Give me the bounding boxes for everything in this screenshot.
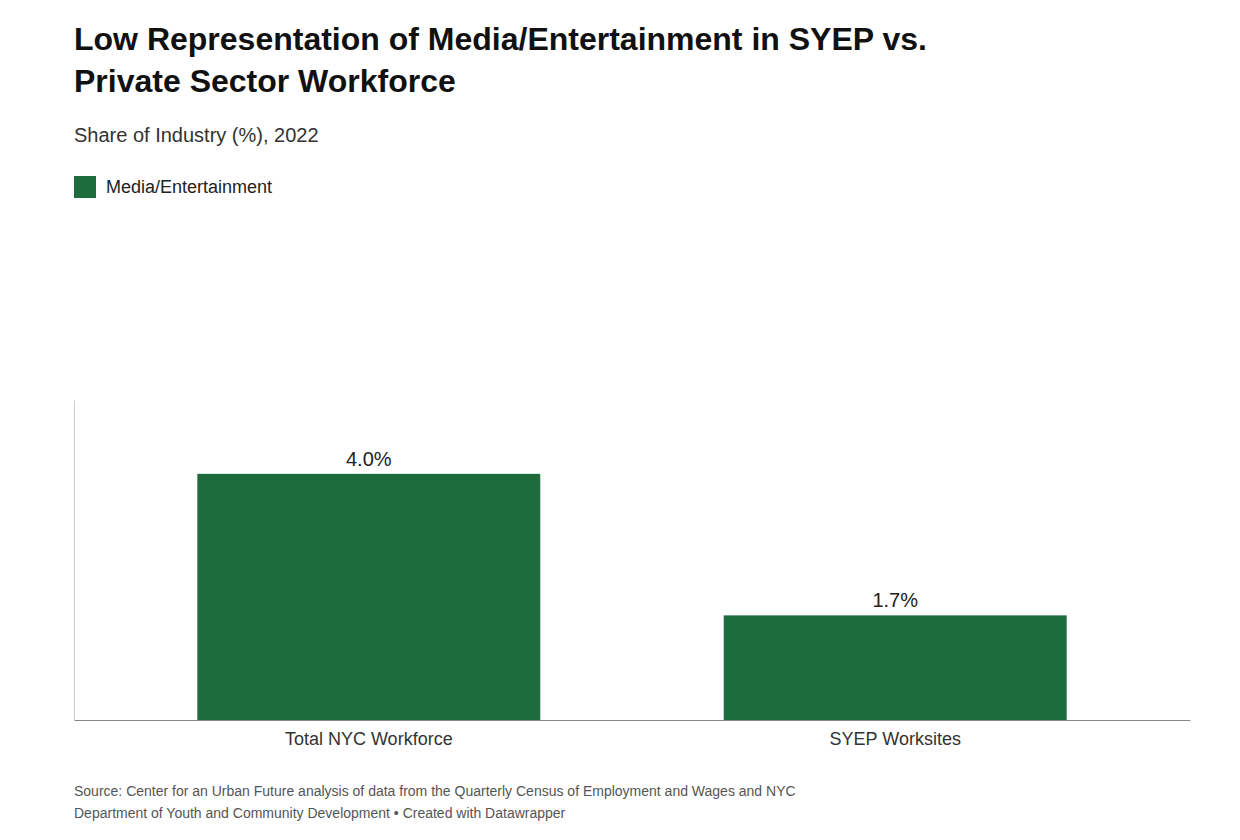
subtitle: Share of Industry (%), 2022 — [74, 124, 319, 146]
legend-label: Media/Entertainment — [106, 177, 272, 197]
x-tick-label: Total NYC Workforce — [285, 729, 453, 749]
x-tick: SYEP Worksites — [830, 720, 961, 749]
legend: Media/Entertainment — [74, 176, 272, 198]
x-tick-label: SYEP Worksites — [830, 729, 961, 749]
chart: Low Representation of Media/Entertainmen… — [0, 0, 1240, 840]
bars — [197, 474, 1066, 720]
data-label: 4.0% — [346, 448, 392, 470]
x-tick: Total NYC Workforce — [285, 720, 453, 749]
title: Low Representation of Media/Entertainmen… — [74, 21, 927, 99]
x-axis: Total NYC Workforce SYEP Worksites — [75, 720, 1191, 749]
y-axis — [74, 401, 75, 721]
bar — [197, 474, 540, 720]
source: Source: Center for an Urban Future analy… — [74, 783, 796, 821]
legend-swatch — [74, 176, 96, 198]
bar — [724, 615, 1067, 720]
plot: 4.0% 1.7% Total NYC Workforce SYEP Worksite… — [75, 401, 1191, 749]
data-labels: 4.0% 1.7% — [346, 448, 918, 612]
x-axis-line — [75, 720, 1191, 721]
data-label: 1.7% — [872, 589, 918, 611]
y-axis-line — [74, 401, 75, 721]
